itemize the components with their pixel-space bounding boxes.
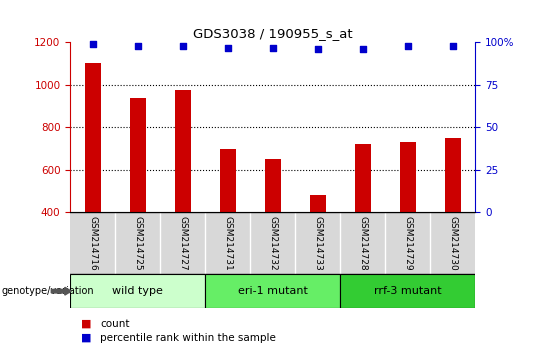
Text: ■: ■ xyxy=(81,333,91,343)
Bar xyxy=(355,144,370,212)
Point xyxy=(313,46,322,52)
Bar xyxy=(205,274,340,308)
Bar xyxy=(340,274,475,308)
Bar xyxy=(400,142,416,212)
Text: GSM214729: GSM214729 xyxy=(403,216,412,271)
Text: GSM214733: GSM214733 xyxy=(313,216,322,271)
Text: eri-1 mutant: eri-1 mutant xyxy=(238,286,308,296)
Text: percentile rank within the sample: percentile rank within the sample xyxy=(100,333,276,343)
Text: GSM214727: GSM214727 xyxy=(178,216,187,271)
Bar xyxy=(85,63,100,212)
Text: ■: ■ xyxy=(81,319,91,329)
Bar xyxy=(175,90,191,212)
Point xyxy=(224,45,232,50)
Title: GDS3038 / 190955_s_at: GDS3038 / 190955_s_at xyxy=(193,27,353,40)
Point xyxy=(268,45,277,50)
Bar xyxy=(130,98,146,212)
Text: GSM214732: GSM214732 xyxy=(268,216,277,271)
Bar xyxy=(445,138,461,212)
Text: GSM214730: GSM214730 xyxy=(448,216,457,271)
Point xyxy=(403,43,412,49)
Text: GSM214716: GSM214716 xyxy=(88,216,97,271)
Text: wild type: wild type xyxy=(112,286,163,296)
Point xyxy=(133,43,142,49)
Text: count: count xyxy=(100,319,130,329)
Point xyxy=(178,43,187,49)
Point xyxy=(448,43,457,49)
Bar xyxy=(310,195,326,212)
Bar xyxy=(70,274,205,308)
Point xyxy=(359,46,367,52)
Text: GSM214728: GSM214728 xyxy=(358,216,367,271)
Text: GSM214731: GSM214731 xyxy=(223,216,232,271)
Text: GSM214725: GSM214725 xyxy=(133,216,142,271)
Text: rrf-3 mutant: rrf-3 mutant xyxy=(374,286,442,296)
Bar xyxy=(265,159,281,212)
Bar xyxy=(220,149,235,212)
Text: genotype/variation: genotype/variation xyxy=(1,286,94,296)
Point xyxy=(89,41,97,47)
